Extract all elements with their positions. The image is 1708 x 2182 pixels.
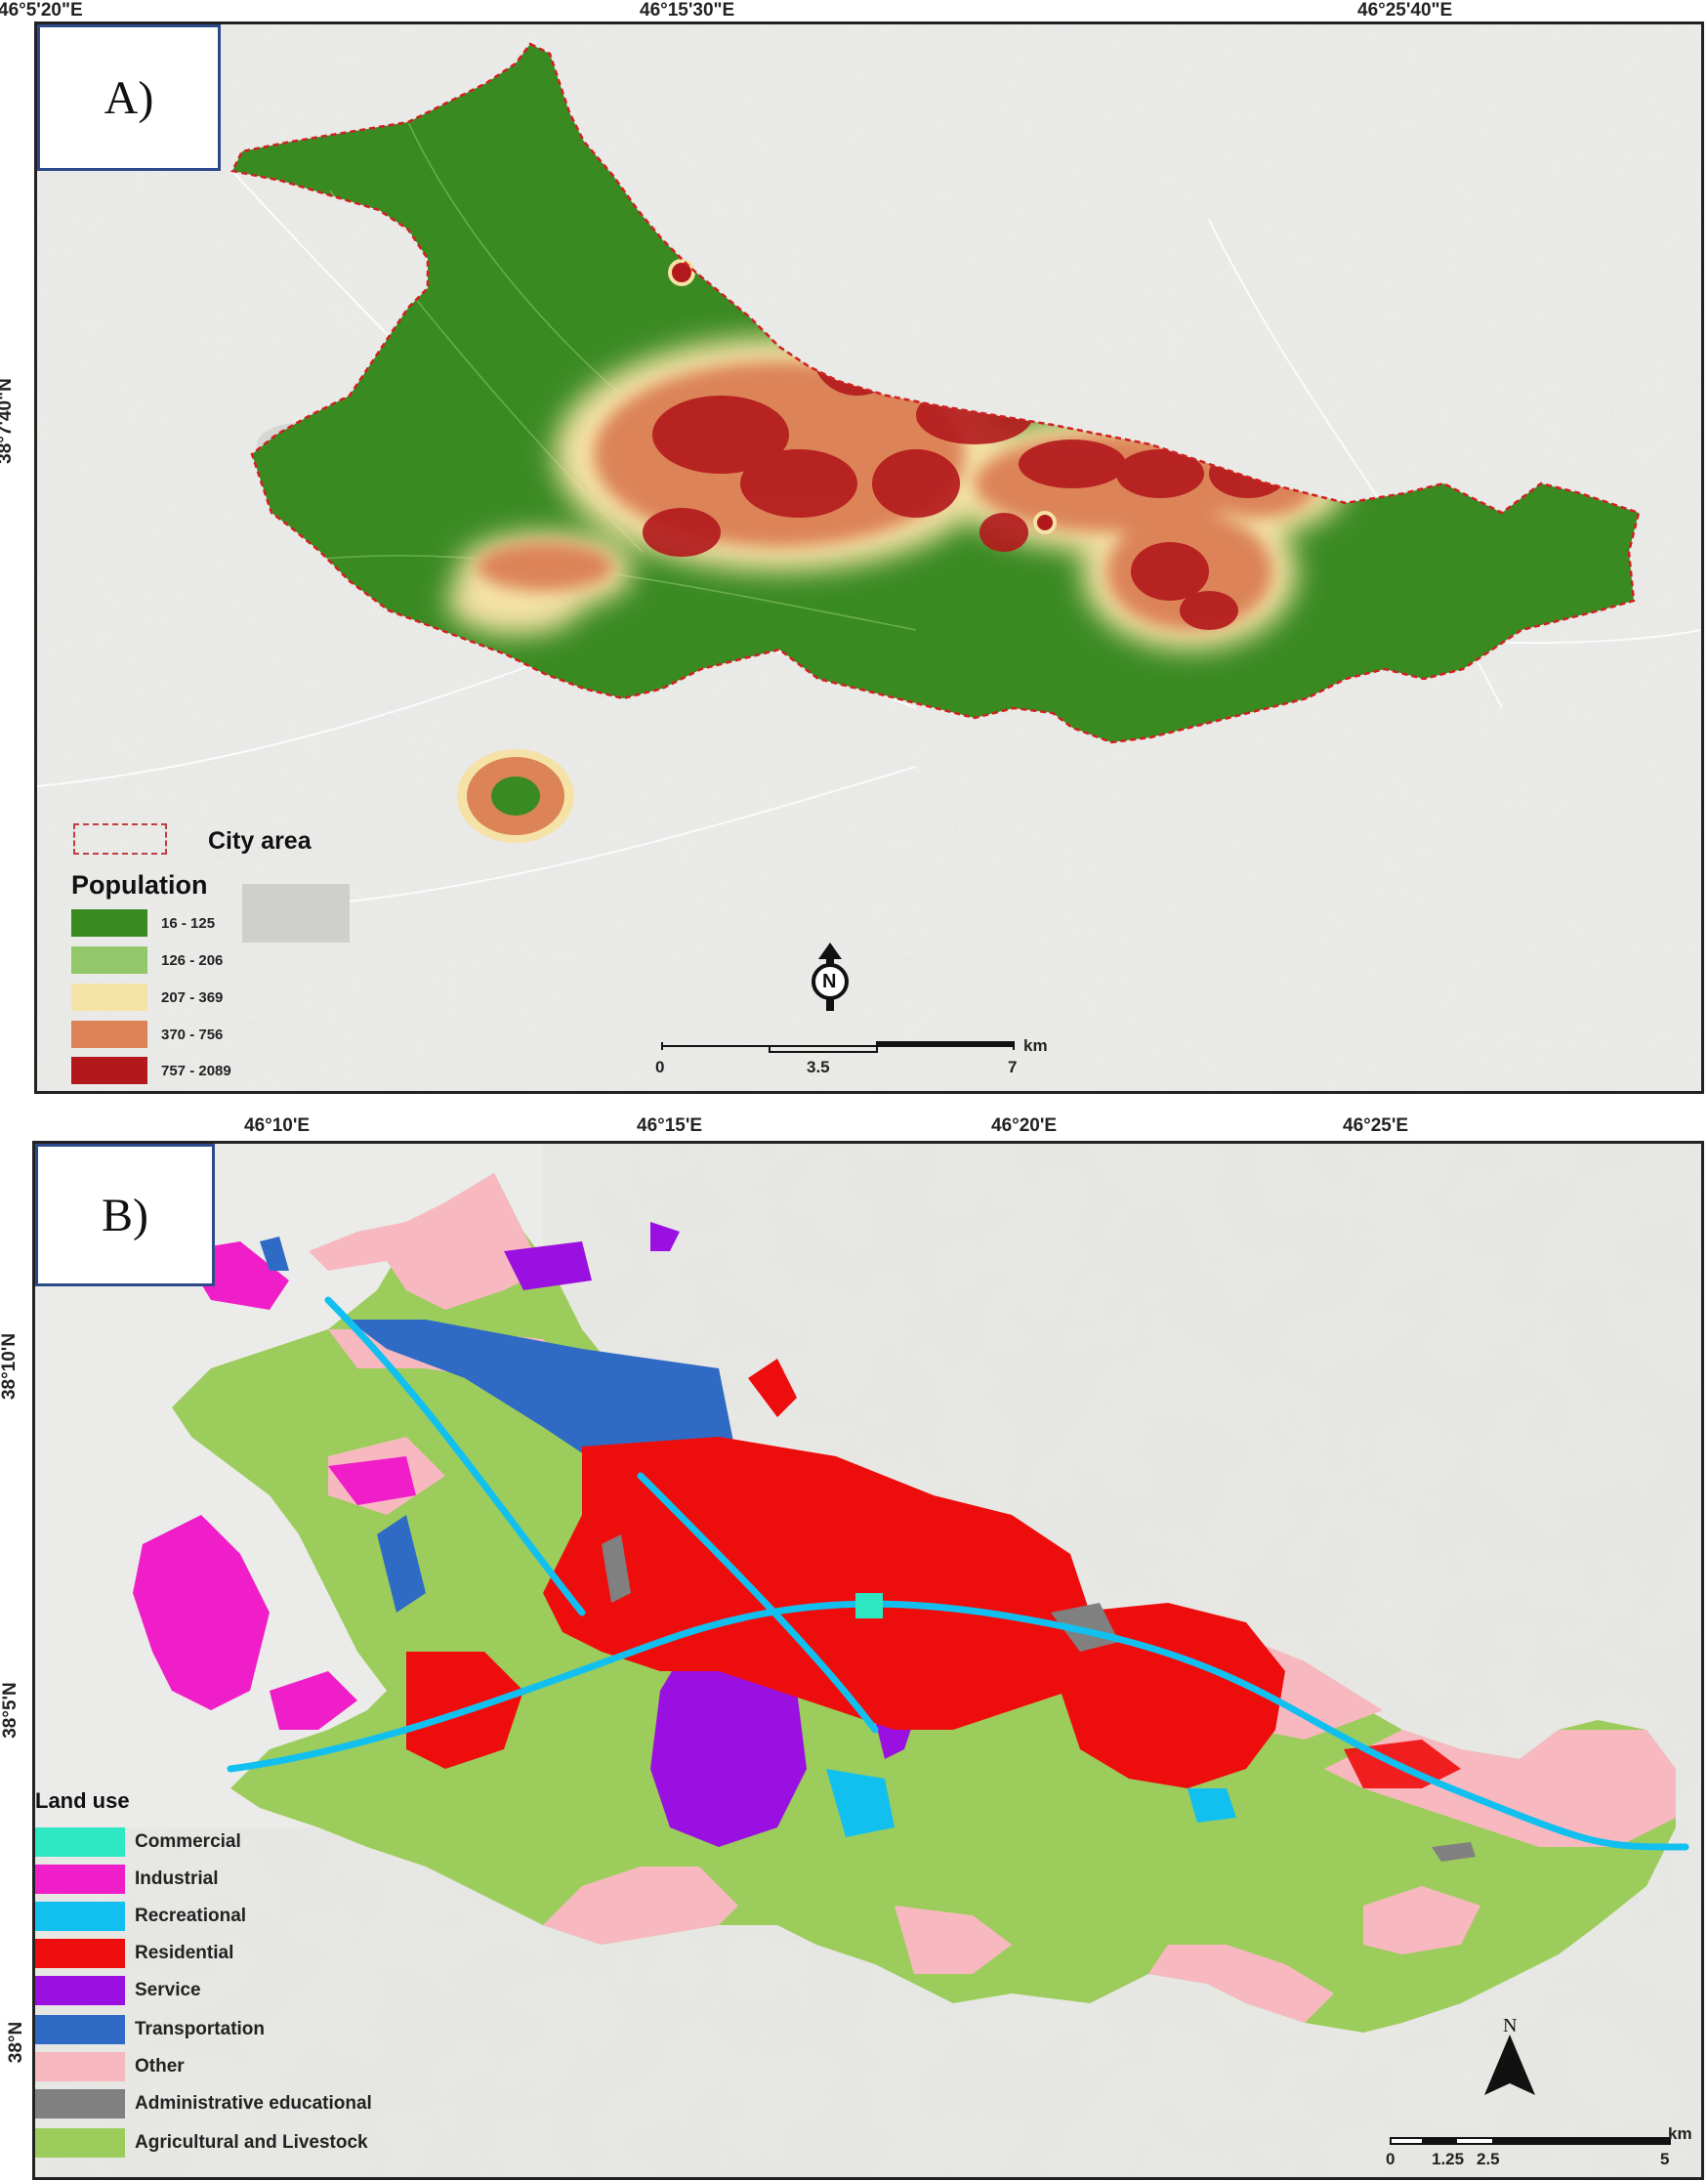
panel-b-coord-top-1: 46°10'E xyxy=(244,1115,311,1136)
panel-b-land-use xyxy=(133,1173,1689,2033)
panel-b-scale-label-0: 0 xyxy=(1386,2150,1396,2168)
legend-label: Commercial xyxy=(135,1831,241,1852)
panel-b-legend-row: Industrial xyxy=(35,1865,219,1894)
legend-label: Service xyxy=(135,1980,201,2000)
panel-a-legend-row: 757 - 2089 xyxy=(71,1057,231,1084)
panel-b-coord-left-1: 38°10'N xyxy=(0,1332,21,1401)
panel-b-map: B) N Land use Commercial Industrial Recr… xyxy=(32,1141,1704,2180)
panel-a-coord-top-2: 46°15'30"E xyxy=(640,0,735,21)
legend-label: Recreational xyxy=(135,1906,247,1926)
legend-label: Transportation xyxy=(135,2019,266,2039)
panel-b-scale-unit: km xyxy=(1668,2124,1692,2143)
panel-b-legend-row: Recreational xyxy=(35,1902,246,1931)
panel-b-legend-row: Administrative educational xyxy=(35,2089,372,2119)
panel-b-map-svg xyxy=(35,1144,1701,2177)
panel-b-north-arrow xyxy=(1484,2035,1535,2095)
panel-b-legend-title: Land use xyxy=(35,1788,130,1813)
panel-b-legend-row: Commercial xyxy=(35,1827,241,1857)
panel-a-scale-label-0: 0 xyxy=(655,1058,665,1076)
panel-b-legend-row: Transportation xyxy=(35,2015,265,2044)
legend-swatch xyxy=(71,1057,147,1084)
panel-b-coord-left-2: 38°5'N xyxy=(0,1682,21,1739)
panel-b-scale-label-3: 5 xyxy=(1660,2150,1670,2168)
panel-a-legend-row: 126 - 206 xyxy=(71,946,223,974)
panel-a-city-area-swatch xyxy=(73,823,167,855)
panel-a-coord-left: 38°7'40"N xyxy=(0,378,16,464)
legend-swatch xyxy=(35,1865,125,1894)
panel-a-map-svg xyxy=(37,24,1701,1091)
panel-a-map: A) N City area Population 16 - 125 126 -… xyxy=(34,21,1704,1094)
panel-b-legend-row: Other xyxy=(35,2052,185,2081)
legend-swatch xyxy=(71,946,147,974)
legend-swatch xyxy=(35,1827,125,1857)
panel-a-legend-row: 207 - 369 xyxy=(71,984,223,1011)
panel-b-scale-label-1: 1.25 xyxy=(1432,2150,1465,2168)
panel-b-coord-left-3: 38°N xyxy=(6,2021,27,2064)
legend-label: Other xyxy=(135,2056,185,2077)
legend-label: Industrial xyxy=(135,1868,219,1889)
panel-a-north-arrow xyxy=(812,943,849,1011)
legend-label: 207 - 369 xyxy=(161,988,224,1006)
panel-b-coord-top-3: 46°20'E xyxy=(991,1115,1058,1136)
legend-swatch xyxy=(35,1939,125,1968)
panel-a-legend-row: 16 - 125 xyxy=(71,909,215,937)
legend-swatch xyxy=(71,909,147,937)
panel-b-legend-row: Agricultural and Livestock xyxy=(35,2128,368,2158)
panel-b-legend-row: Service xyxy=(35,1976,201,2005)
legend-swatch xyxy=(35,1976,125,2005)
panel-a-legend-row: 370 - 756 xyxy=(71,1021,223,1048)
panel-a-north-letter: N xyxy=(822,971,837,992)
legend-label: 757 - 2089 xyxy=(161,1062,231,1079)
panel-a-scale-unit: km xyxy=(1023,1036,1048,1055)
legend-label: 16 - 125 xyxy=(161,914,216,932)
legend-label: 370 - 756 xyxy=(161,1026,224,1043)
panel-b-tag: B) xyxy=(35,1144,215,1286)
panel-a-legend-title: Population xyxy=(71,870,208,900)
panel-a-scale-bar xyxy=(661,1041,1015,1053)
panel-a-scale-label-1: 3.5 xyxy=(807,1058,830,1076)
legend-label: Agricultural and Livestock xyxy=(135,2132,368,2153)
panel-a-coord-top-3: 46°25'40"E xyxy=(1357,0,1453,21)
panel-a-coord-top-1: 46°5'20"E xyxy=(0,0,83,21)
legend-swatch xyxy=(35,2052,125,2081)
legend-label: Residential xyxy=(135,1943,234,1963)
panel-a-gray-patch-2 xyxy=(242,884,350,943)
panel-b-legend-row: Residential xyxy=(35,1939,233,1968)
legend-swatch xyxy=(35,2089,125,2119)
panel-b-coord-top-4: 46°25'E xyxy=(1343,1115,1409,1136)
panel-b-scale-bar xyxy=(1390,2137,1671,2145)
panel-b-coord-top-2: 46°15'E xyxy=(637,1115,703,1136)
legend-swatch xyxy=(71,984,147,1011)
legend-label: Administrative educational xyxy=(135,2093,372,2114)
legend-swatch xyxy=(35,2015,125,2044)
legend-swatch xyxy=(35,2128,125,2158)
panel-a-tag: A) xyxy=(37,24,221,171)
legend-swatch xyxy=(71,1021,147,1048)
legend-swatch xyxy=(35,1902,125,1931)
panel-b-north-letter: N xyxy=(1503,2015,1518,2036)
legend-label: 126 - 206 xyxy=(161,951,224,969)
panel-a-scale-label-2: 7 xyxy=(1008,1058,1018,1076)
panel-a-city-area-label: City area xyxy=(208,827,312,855)
panel-b-scale-label-2: 2.5 xyxy=(1477,2150,1500,2168)
